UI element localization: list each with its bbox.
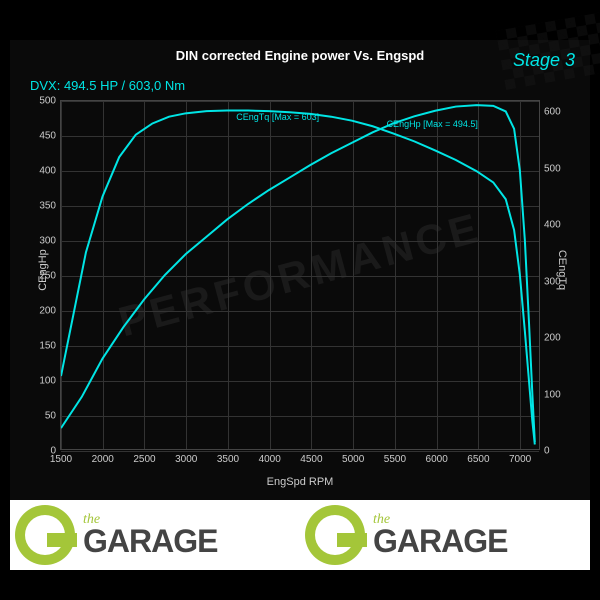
- y-left-tick: 200: [39, 306, 56, 317]
- x-tick: 6000: [426, 454, 448, 465]
- y-left-tick: 350: [39, 201, 56, 212]
- y-left-tick: 150: [39, 341, 56, 352]
- watermark-text: PERFORMANCE: [114, 204, 487, 347]
- logo-text: the GARAGE: [373, 514, 507, 555]
- logo-garage: GARAGE: [373, 527, 507, 556]
- logo-g-icon: [305, 505, 365, 565]
- x-tick: 4500: [300, 454, 322, 465]
- dyno-curves: [61, 101, 539, 449]
- x-tick: 6500: [467, 454, 489, 465]
- x-tick: 2000: [92, 454, 114, 465]
- y-left-tick: 450: [39, 131, 56, 142]
- logo-instance-2: the GARAGE: [300, 500, 590, 570]
- x-tick: 2500: [133, 454, 155, 465]
- y-axis-left-label: CEngHp: [37, 249, 49, 291]
- series-label: CEngTq [Max = 603]: [236, 112, 319, 122]
- y-left-tick: 500: [39, 96, 56, 107]
- logo-g-icon: [15, 505, 75, 565]
- logo-band: the GARAGE the GARAGE: [10, 500, 590, 570]
- logo-instance-1: the GARAGE: [10, 500, 300, 570]
- stage-label: Stage 3: [513, 50, 575, 71]
- x-tick: 5000: [342, 454, 364, 465]
- logo-text: the GARAGE: [83, 514, 217, 555]
- y-right-tick: 400: [544, 220, 561, 231]
- x-tick: 3500: [217, 454, 239, 465]
- x-tick: 7000: [509, 454, 531, 465]
- y-right-tick: 600: [544, 107, 561, 118]
- x-tick: 3000: [175, 454, 197, 465]
- dvx-summary: DVX: 494.5 HP / 603,0 Nm: [30, 78, 185, 93]
- x-tick: 4000: [259, 454, 281, 465]
- y-axis-right-label: CEngTq: [556, 250, 568, 290]
- plot-region: PERFORMANCE CEngTq [Max = 603] CEngHp [Ma…: [60, 100, 540, 450]
- y-right-tick: 200: [544, 333, 561, 344]
- y-left-tick: 100: [39, 376, 56, 387]
- y-left-tick: 50: [45, 411, 56, 422]
- y-right-tick: 100: [544, 389, 561, 400]
- chart-container: DIN corrected Engine power Vs. Engspd St…: [10, 40, 590, 500]
- y-right-tick: 0: [544, 446, 550, 457]
- logo-garage: GARAGE: [83, 527, 217, 556]
- series-label: CEngHp [Max = 494.5]: [387, 119, 478, 129]
- y-left-tick: 400: [39, 166, 56, 177]
- y-left-tick: 300: [39, 236, 56, 247]
- chart-title: DIN corrected Engine power Vs. Engspd: [10, 48, 590, 63]
- x-tick: 1500: [50, 454, 72, 465]
- x-tick: 5500: [384, 454, 406, 465]
- x-axis-label: EngSpd RPM: [10, 476, 590, 488]
- y-right-tick: 500: [544, 163, 561, 174]
